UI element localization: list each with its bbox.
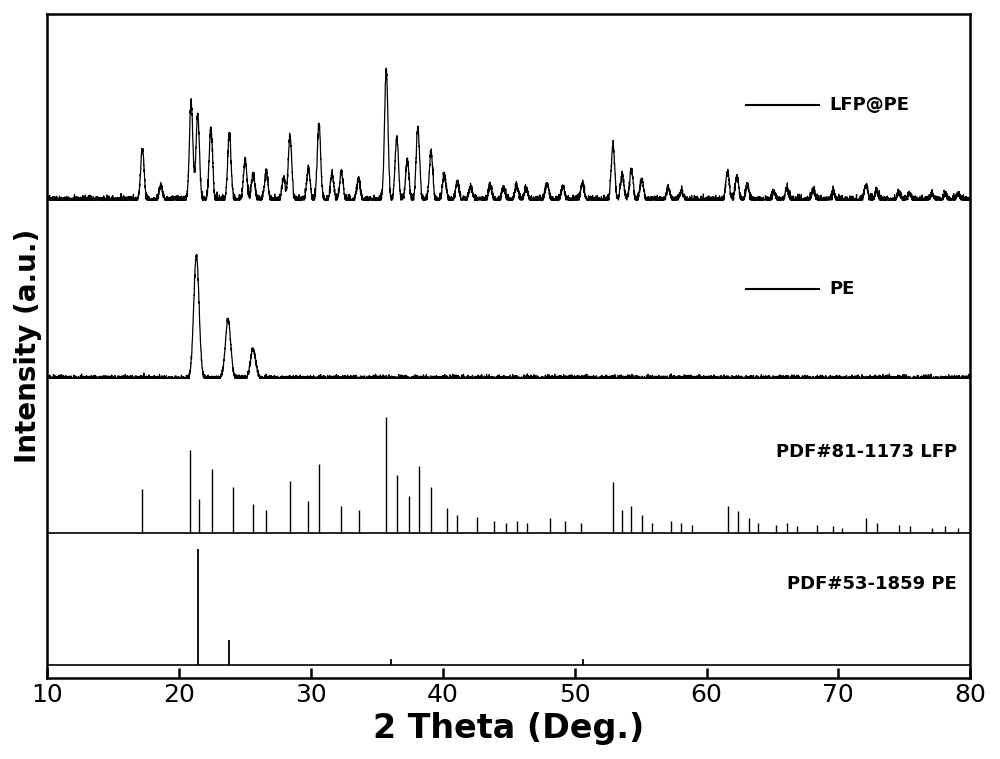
- X-axis label: 2 Theta (Deg.): 2 Theta (Deg.): [373, 712, 644, 745]
- Y-axis label: Intensity (a.u.): Intensity (a.u.): [14, 228, 42, 463]
- Text: PDF#53-1859 PE: PDF#53-1859 PE: [787, 575, 957, 593]
- Text: PE: PE: [829, 280, 855, 298]
- Text: LFP@PE: LFP@PE: [829, 96, 909, 114]
- Text: PDF#81-1173 LFP: PDF#81-1173 LFP: [776, 442, 957, 461]
